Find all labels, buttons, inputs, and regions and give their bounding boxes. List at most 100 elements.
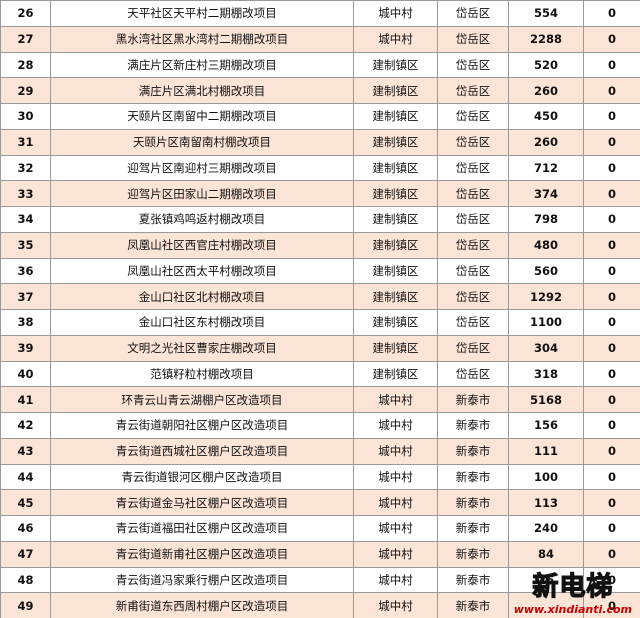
table-cell: 100 <box>508 463 584 491</box>
table-cell: 156 <box>508 412 584 439</box>
table-cell: 0 <box>583 412 640 439</box>
table-cell: 岱岳区 <box>437 334 509 362</box>
table-cell: 岱岳区 <box>437 180 509 207</box>
table-cell: 0 <box>583 437 640 465</box>
table-cell: 金山口社区东村棚改项目 <box>50 309 354 336</box>
table-cell: 新泰市 <box>437 592 509 618</box>
table-cell: 金山口社区北村棚改项目 <box>50 283 354 310</box>
table-cell: 岱岳区 <box>437 77 509 104</box>
table-cell: 0 <box>583 334 640 362</box>
table-cell: 建制镇区 <box>353 77 438 104</box>
table-cell: 38 <box>0 309 51 336</box>
table-cell: 0 <box>583 257 640 285</box>
table-cell: 318 <box>508 360 584 388</box>
table-cell: 城中村 <box>353 25 438 53</box>
table-cell: 青云街道金马社区棚户区改造项目 <box>50 489 354 516</box>
table-cell: 49 <box>0 592 51 618</box>
table-cell: 0 <box>583 463 640 491</box>
table-cell: 84 <box>508 540 584 568</box>
table-cell: 城中村 <box>353 0 438 27</box>
table-cell: 0 <box>583 154 640 182</box>
table-row: 28 满庄片区新庄村三期棚改项目 建制镇区 岱岳区 520 0 <box>0 51 640 79</box>
table-cell: 0 <box>583 128 640 156</box>
table-row: 38 金山口社区东村棚改项目 建制镇区 岱岳区 1100 0 <box>0 309 640 336</box>
table-cell: 0 <box>583 540 640 568</box>
table-cell: 0 <box>583 386 640 413</box>
table-cell: 新泰市 <box>437 515 509 542</box>
table-row: 42 青云街道朝阳社区棚户区改造项目 城中村 新泰市 156 0 <box>0 412 640 439</box>
table-row: 44 青云街道银河区棚户区改造项目 城中村 新泰市 100 0 <box>0 463 640 491</box>
table-cell: 新泰市 <box>437 412 509 439</box>
table-cell: 0 <box>583 103 640 130</box>
table-cell: 新泰市 <box>437 386 509 413</box>
table-cell: 560 <box>508 257 584 285</box>
table-cell: 天平社区天平村二期棚改项目 <box>50 0 354 27</box>
table-cell: 范镇籽粒村棚改项目 <box>50 360 354 388</box>
table-cell: 31 <box>0 128 51 156</box>
table-row: 40 范镇籽粒村棚改项目 建制镇区 岱岳区 318 0 <box>0 360 640 388</box>
table-cell: 554 <box>508 0 584 27</box>
table-cell: 46 <box>0 515 51 542</box>
table-row: 35 凤凰山社区西官庄村棚改项目 建制镇区 岱岳区 480 0 <box>0 231 640 259</box>
table-cell: 满庄片区满北村棚改项目 <box>50 77 354 104</box>
table-cell: 岱岳区 <box>437 128 509 156</box>
table-cell: 48 <box>0 566 51 594</box>
table-cell: 城中村 <box>353 515 438 542</box>
table-cell: 34 <box>0 206 51 233</box>
table-cell: 40 <box>0 360 51 388</box>
table-cell: 岱岳区 <box>437 309 509 336</box>
table-cell: 城中村 <box>353 437 438 465</box>
table-cell: 113 <box>508 489 584 516</box>
table-cell: 29 <box>0 77 51 104</box>
table-row: 31 天颐片区南留南村棚改项目 建制镇区 岱岳区 260 0 <box>0 128 640 156</box>
table-cell: 798 <box>508 206 584 233</box>
table-cell: 712 <box>508 154 584 182</box>
table-cell: 城中村 <box>353 592 438 618</box>
table-cell: 建制镇区 <box>353 206 438 233</box>
table-cell: 374 <box>508 180 584 207</box>
table-cell: 文明之光社区曹家庄棚改项目 <box>50 334 354 362</box>
table-row: 27 黑水湾社区黑水湾村二期棚改项目 城中村 岱岳区 2288 0 <box>0 25 640 53</box>
table-cell: 43 <box>0 437 51 465</box>
table-cell: 建制镇区 <box>353 154 438 182</box>
table-cell: 岱岳区 <box>437 257 509 285</box>
table-cell: 41 <box>0 386 51 413</box>
table-row: 45 青云街道金马社区棚户区改造项目 城中村 新泰市 113 0 <box>0 489 640 516</box>
table-cell: 迎驾片区南迎村三期棚改项目 <box>50 154 354 182</box>
table-cell: 35 <box>0 231 51 259</box>
table-cell: 满庄片区新庄村三期棚改项目 <box>50 51 354 79</box>
table-cell: 33 <box>0 180 51 207</box>
table-row: 30 天颐片区南留中二期棚改项目 建制镇区 岱岳区 450 0 <box>0 103 640 130</box>
table-cell: 城中村 <box>353 540 438 568</box>
table-cell: 凤凰山社区西太平村棚改项目 <box>50 257 354 285</box>
table-cell: 岱岳区 <box>437 25 509 53</box>
table-cell: 新泰市 <box>437 540 509 568</box>
table-cell: 47 <box>0 540 51 568</box>
table-cell: 建制镇区 <box>353 180 438 207</box>
table-cell: 青云街道朝阳社区棚户区改造项目 <box>50 412 354 439</box>
table-row: 47 青云街道新甫社区棚户区改造项目 城中村 新泰市 84 0 <box>0 540 640 568</box>
table-cell: 0 <box>583 180 640 207</box>
table-row: 34 夏张镇鸡鸣返村棚改项目 建制镇区 岱岳区 798 0 <box>0 206 640 233</box>
table-cell: 0 <box>583 25 640 53</box>
table-row: 48 青云街道冯家乘行棚户区改造项目 城中村 新泰市 16 0 <box>0 566 640 594</box>
table-cell: 新泰市 <box>437 489 509 516</box>
table-cell: 城中村 <box>353 386 438 413</box>
table-cell: 0 <box>583 309 640 336</box>
table-cell: 32 <box>0 154 51 182</box>
table-cell: 0 <box>583 77 640 104</box>
table-cell: 城中村 <box>353 412 438 439</box>
table-cell: 岱岳区 <box>437 360 509 388</box>
table-row: 43 青云街道西城社区棚户区改造项目 城中村 新泰市 111 0 <box>0 437 640 465</box>
table-cell: 青云街道西城社区棚户区改造项目 <box>50 437 354 465</box>
table-cell: 36 <box>0 257 51 285</box>
table-cell: 520 <box>508 51 584 79</box>
table-cell: 建制镇区 <box>353 257 438 285</box>
table-cell: 岱岳区 <box>437 283 509 310</box>
table-cell: 27 <box>0 25 51 53</box>
table-row: 29 满庄片区满北村棚改项目 建制镇区 岱岳区 260 0 <box>0 77 640 104</box>
table-cell: 480 <box>508 231 584 259</box>
table-cell: 0 <box>583 360 640 388</box>
table-row: 41 环青云山青云湖棚户区改造项目 城中村 新泰市 5168 0 <box>0 386 640 413</box>
table-cell: 0 <box>583 592 640 618</box>
